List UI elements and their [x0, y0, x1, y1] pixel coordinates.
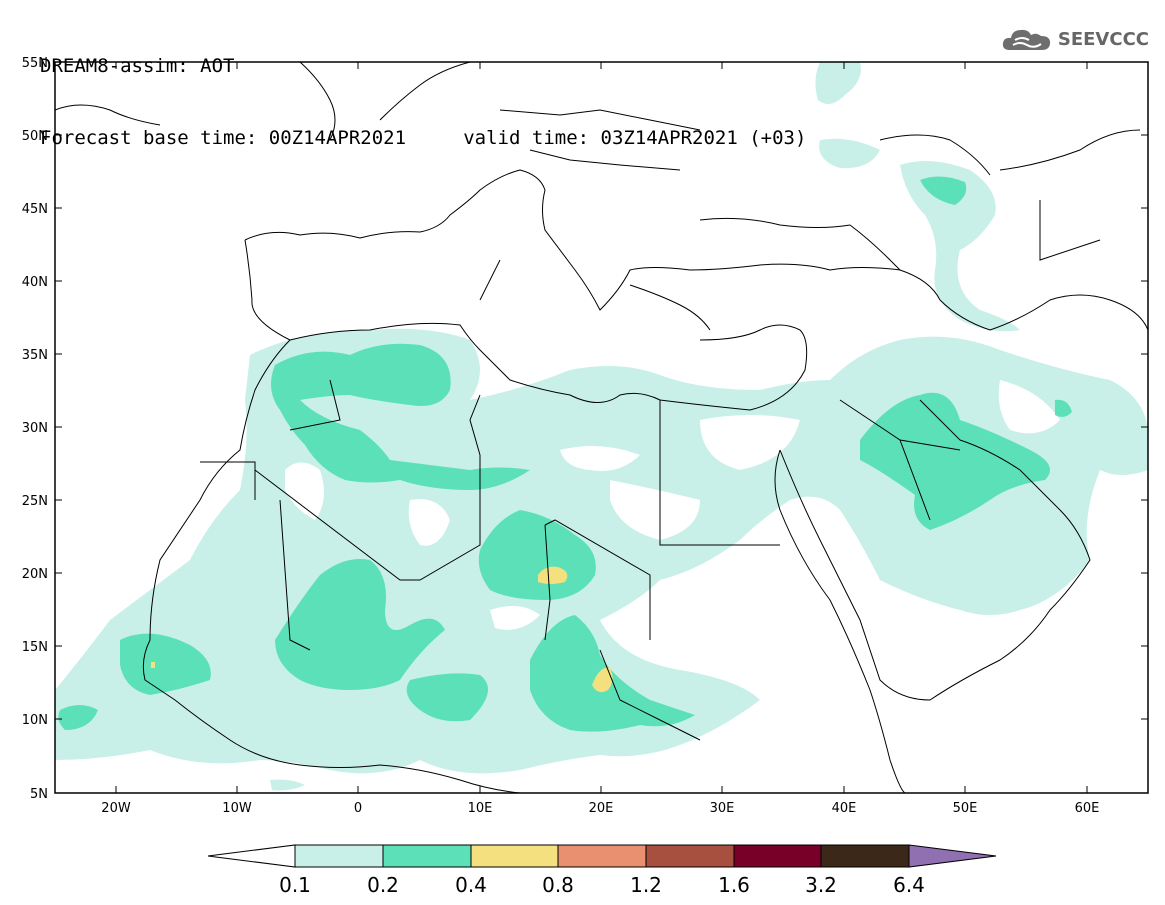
colorbar: 0.1 0.2 0.4 0.8 1.2 1.6 3.2 6.4	[207, 844, 997, 897]
map-title: DREAM8-assim: AOT Forecast base time: 00…	[40, 6, 806, 174]
lat-label: 15N	[22, 640, 48, 655]
colorbar-swatch	[294, 844, 384, 868]
colorbar-swatch	[470, 844, 559, 868]
colorbar-swatch	[645, 844, 735, 868]
colorbar-label: 0.4	[455, 873, 487, 897]
lat-label: 50N	[22, 129, 48, 144]
aot-level-0.2-0.4	[58, 176, 1072, 732]
cloud-icon	[1002, 29, 1050, 50]
lon-label: 30E	[710, 801, 735, 816]
lat-label: 5N	[30, 787, 48, 802]
lat-label: 45N	[22, 202, 48, 217]
lon-label: 50E	[953, 801, 978, 816]
lat-label: 10N	[22, 713, 48, 728]
aot-shading	[55, 62, 1148, 791]
latitude-axis: 55N 50N 45N 40N 35N 30N 25N 20N 15N 10N …	[22, 56, 1148, 802]
colorbar-swatch	[382, 844, 472, 868]
colorbar-high-arrow	[908, 844, 997, 868]
seevccc-logo: SEEVCCC	[1000, 24, 1149, 54]
lon-label: 10W	[222, 801, 252, 816]
colorbar-label: 1.2	[630, 873, 662, 897]
colorbar-low-arrow	[207, 844, 296, 868]
lat-label: 30N	[22, 421, 48, 436]
colorbar-label: 0.8	[542, 873, 574, 897]
lon-label: 60E	[1075, 801, 1100, 816]
colorbar-label: 0.2	[367, 873, 399, 897]
lat-label: 40N	[22, 275, 48, 290]
colorbar-label: 1.6	[718, 873, 750, 897]
colorbar-swatch	[733, 844, 822, 868]
longitude-axis: 20W 10W 0 10E 20E 30E 40E 50E 60E	[101, 62, 1099, 816]
lat-label: 35N	[22, 348, 48, 363]
lat-label: 25N	[22, 494, 48, 509]
lon-label: 10E	[468, 801, 493, 816]
colorbar-swatch	[557, 844, 647, 868]
lon-label: 0	[354, 801, 362, 816]
lon-label: 20E	[589, 801, 614, 816]
colorbar-label: 3.2	[805, 873, 837, 897]
lon-label: 40E	[832, 801, 857, 816]
lat-label: 55N	[22, 56, 48, 71]
colorbar-swatch	[820, 844, 910, 868]
title-line-2: Forecast base time: 00Z14APR2021 valid t…	[40, 127, 807, 149]
logo-text: SEEVCCC	[1057, 28, 1149, 50]
aot-gaps	[285, 380, 1060, 630]
aot-level-0.4-0.8	[151, 566, 613, 693]
title-line-1: DREAM8-assim: AOT	[40, 55, 235, 77]
coastlines-borders	[55, 62, 1148, 793]
lon-label: 20W	[101, 801, 131, 816]
lat-label: 20N	[22, 567, 48, 582]
colorbar-label: 0.1	[279, 873, 311, 897]
colorbar-label: 6.4	[893, 873, 925, 897]
